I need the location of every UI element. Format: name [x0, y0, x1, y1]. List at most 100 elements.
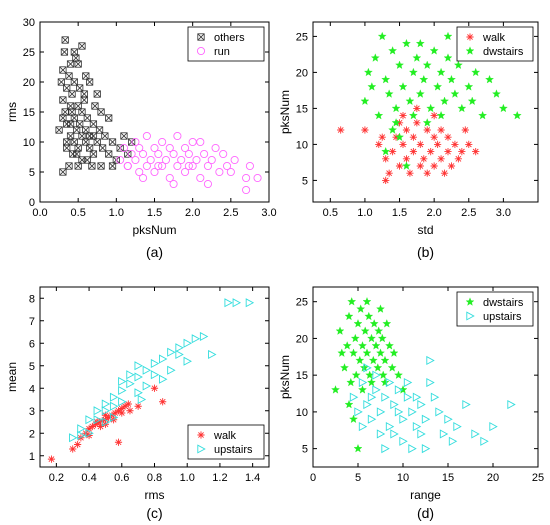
data-point — [385, 341, 394, 350]
data-point — [101, 406, 111, 416]
x-tick-label: 0.5 — [71, 207, 86, 219]
data-point-mark — [86, 78, 94, 86]
data-point — [392, 133, 400, 141]
data-point — [382, 176, 390, 184]
y-tick-label: 5 — [29, 167, 35, 179]
data-point — [423, 126, 431, 134]
data-point — [68, 108, 76, 116]
data-point — [408, 110, 418, 120]
data-point — [208, 349, 217, 360]
data-point — [109, 412, 119, 423]
data-point — [368, 355, 378, 365]
data-point — [436, 110, 446, 120]
data-point — [150, 358, 160, 369]
data-point — [382, 155, 390, 163]
data-point — [512, 110, 522, 120]
data-point — [142, 381, 152, 391]
panel-caption: (a) — [146, 244, 163, 260]
y-tick-label: 15 — [296, 370, 308, 382]
x-tick-label: 2.0 — [427, 207, 442, 219]
data-point — [120, 132, 128, 140]
data-point-mark — [96, 126, 104, 134]
data-point — [131, 137, 140, 147]
data-point-mark — [83, 156, 91, 164]
data-point — [426, 355, 435, 366]
legend-box — [187, 424, 265, 460]
data-point — [435, 407, 444, 417]
data-point — [146, 155, 155, 165]
y-tick-label: 20 — [23, 77, 35, 89]
data-point — [108, 138, 117, 146]
plot-frame — [312, 286, 539, 468]
data-point — [245, 298, 255, 308]
data-point-mark — [83, 114, 91, 122]
chart-panel: 0.0 0.5 1.0 1.5 2.0 2.5 3.0 0 5 10 15 20 25 30 pksNum r… — [5, 17, 277, 260]
data-point — [398, 82, 408, 91]
data-point-mark — [67, 102, 75, 110]
x-axis-label: range — [410, 488, 441, 502]
data-point-mark — [59, 66, 67, 74]
data-point — [344, 399, 354, 409]
data-point — [467, 96, 477, 105]
data-point — [395, 162, 404, 170]
data-point — [374, 110, 384, 120]
data-point — [381, 444, 390, 454]
data-point — [388, 46, 398, 55]
data-point-mark — [78, 132, 86, 140]
data-point — [355, 355, 365, 365]
data-point-mark — [63, 144, 71, 152]
data-point — [78, 156, 86, 164]
data-point — [360, 326, 370, 335]
data-point-mark — [197, 33, 205, 41]
data-point — [395, 132, 404, 141]
data-point — [83, 114, 91, 122]
data-point — [377, 333, 387, 343]
data-point — [68, 90, 76, 98]
data-point-mark — [65, 162, 73, 170]
series-walk — [47, 384, 167, 463]
data-point-mark — [109, 162, 116, 170]
data-point — [226, 167, 235, 177]
y-tick-label: 20 — [296, 67, 308, 79]
data-point — [116, 144, 124, 152]
x-tick-label: 1.0 — [109, 207, 124, 219]
x-tick-label: 1.5 — [392, 207, 407, 219]
data-point — [82, 72, 90, 80]
data-point — [387, 363, 397, 372]
data-point — [471, 67, 481, 77]
data-point — [390, 429, 399, 439]
data-point — [376, 348, 385, 357]
data-point — [167, 365, 176, 375]
data-point — [101, 411, 110, 419]
data-point-mark — [70, 78, 78, 86]
y-tick-label: 10 — [296, 139, 308, 151]
data-point-mark — [74, 102, 82, 110]
data-point — [91, 102, 99, 110]
data-point — [351, 370, 361, 379]
data-point — [59, 66, 67, 74]
data-point-mark — [57, 78, 65, 86]
plot-area — [331, 297, 516, 454]
data-point — [465, 46, 475, 55]
data-point — [390, 399, 399, 410]
data-point — [55, 126, 63, 134]
data-point — [59, 96, 67, 104]
data-point — [367, 377, 376, 387]
data-point — [159, 398, 167, 406]
data-point — [376, 429, 386, 439]
data-point — [422, 118, 432, 127]
data-point — [197, 444, 206, 454]
data-point-mark — [65, 72, 73, 80]
y-tick-label: 15 — [23, 107, 35, 119]
data-point — [73, 150, 81, 158]
data-point — [437, 126, 445, 134]
data-point — [63, 120, 71, 128]
x-axis-label: pksNum — [132, 223, 176, 237]
data-point-mark — [76, 84, 84, 92]
data-point — [65, 162, 73, 170]
data-point — [358, 385, 367, 394]
data-point — [63, 138, 71, 146]
data-point — [415, 38, 425, 48]
data-point — [363, 363, 372, 373]
